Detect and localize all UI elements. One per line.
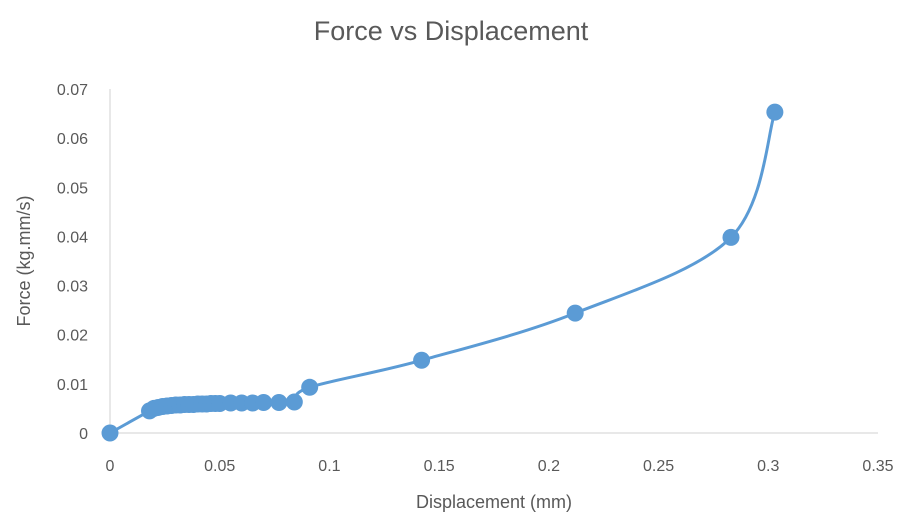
x-axis-title: Displacement (mm) xyxy=(416,492,572,512)
data-point xyxy=(722,228,740,246)
series-line xyxy=(108,110,777,435)
data-point xyxy=(285,393,303,411)
data-point xyxy=(413,351,431,369)
data-points xyxy=(101,103,784,442)
y-axis-title: Force (kg.mm/s) xyxy=(14,195,34,326)
data-point xyxy=(270,394,288,412)
chart-title: Force vs Displacement xyxy=(314,16,589,46)
y-tick-label: 0.04 xyxy=(57,229,88,246)
x-tick-label: 0.25 xyxy=(643,458,674,475)
data-point xyxy=(766,103,784,121)
x-tick-label: 0.3 xyxy=(757,458,779,475)
x-axis-ticks: 0 0.05 0.1 0.15 0.2 0.25 0.3 0.35 xyxy=(106,458,894,475)
x-tick-label: 0.1 xyxy=(318,458,340,475)
y-tick-label: 0.03 xyxy=(57,279,88,296)
y-tick-label: 0.01 xyxy=(57,377,88,394)
x-tick-label: 0 xyxy=(106,458,115,475)
data-point xyxy=(101,424,119,442)
x-tick-label: 0.15 xyxy=(424,458,455,475)
y-axis-ticks: 0 0.01 0.02 0.03 0.04 0.05 0.06 0.07 xyxy=(57,82,88,443)
y-tick-label: 0.02 xyxy=(57,328,88,345)
data-point xyxy=(566,304,584,322)
data-point xyxy=(255,394,273,412)
x-tick-label: 0.2 xyxy=(538,458,560,475)
x-tick-label: 0.05 xyxy=(204,458,235,475)
x-tick-label: 0.35 xyxy=(862,458,893,475)
y-tick-label: 0.05 xyxy=(57,180,88,197)
data-point xyxy=(301,378,319,396)
y-tick-label: 0 xyxy=(79,426,88,443)
y-tick-label: 0.06 xyxy=(57,131,88,148)
y-tick-label: 0.07 xyxy=(57,82,88,99)
